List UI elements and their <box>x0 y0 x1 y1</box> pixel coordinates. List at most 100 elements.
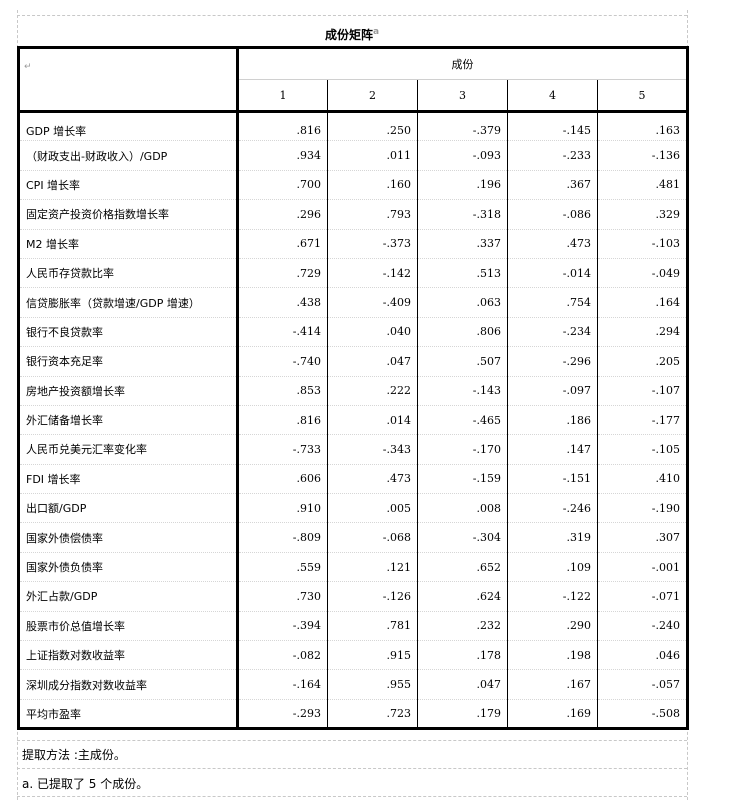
loading-cell: .700 <box>237 170 328 201</box>
column-header-5: 5 <box>597 79 688 113</box>
loading-cell: .955 <box>327 669 418 700</box>
loading-cell: .781 <box>327 611 418 642</box>
loading-cell: -.001 <box>597 552 688 583</box>
row-label: M2 增长率 <box>18 229 239 259</box>
loading-cell: .438 <box>237 287 328 318</box>
loading-cell: -.142 <box>327 258 418 289</box>
row-label: GDP 增长率 <box>18 111 239 142</box>
row-label: 银行资本充足率 <box>18 346 239 377</box>
row-label: 外汇储备增长率 <box>18 405 239 436</box>
loading-cell: .011 <box>327 140 418 171</box>
loading-cell: .723 <box>327 699 418 730</box>
column-header-2: 2 <box>327 79 418 113</box>
loading-cell: .473 <box>327 464 418 495</box>
loading-cell: -.373 <box>327 229 418 259</box>
row-label: 银行不良贷款率 <box>18 317 239 348</box>
header-blank-cell: ↵ <box>18 47 239 113</box>
table-row: 股票市价总值增长率 -.394.781.232.290 -.240 <box>18 611 688 642</box>
loading-cell: -.394 <box>237 611 328 642</box>
loading-cell: .853 <box>237 376 328 406</box>
loading-cell: .652 <box>417 552 508 583</box>
loading-cell: -.293 <box>237 699 328 730</box>
loading-cell: -.049 <box>597 258 688 289</box>
loading-cell: -.409 <box>327 287 418 318</box>
column-header-1: 1 <box>237 79 328 113</box>
row-label: 平均市盈率 <box>18 699 239 730</box>
loading-cell: .167 <box>507 669 598 700</box>
paragraph-mark: ↵ <box>24 62 32 72</box>
loading-cell: -.240 <box>597 611 688 642</box>
loading-cell: .290 <box>507 611 598 642</box>
loading-cell: -.068 <box>327 522 418 553</box>
loading-cell: .160 <box>327 170 418 201</box>
loading-cell: -.136 <box>597 140 688 171</box>
loading-cell: -.733 <box>237 434 328 465</box>
row-label: 外汇占款/GDP <box>18 581 239 612</box>
loading-cell: .178 <box>417 640 508 671</box>
loading-cell: -.093 <box>417 140 508 171</box>
row-label: 国家外债偿债率 <box>18 522 239 553</box>
loading-cell: -.103 <box>597 229 688 259</box>
title-footnote-mark: a <box>372 27 380 37</box>
loading-cell: .337 <box>417 229 508 259</box>
loading-cell: -.159 <box>417 464 508 495</box>
row-label: FDI 增长率 <box>18 464 239 495</box>
extracted-components-note: a. 已提取了 5 个成份。 <box>22 777 149 791</box>
loading-cell: .047 <box>327 346 418 377</box>
loading-cell: .047 <box>417 669 508 700</box>
table-row: 银行不良贷款率 -.414.040.806 -.234.294 <box>18 317 688 348</box>
table-row: 房地产投资额增长率 .853.222 -.143 -.097 -.107 <box>18 376 688 406</box>
loading-cell: -.177 <box>597 405 688 436</box>
loading-cell: .915 <box>327 640 418 671</box>
row-label: 固定资产投资价格指数增长率 <box>18 199 239 230</box>
loading-cell: .147 <box>507 434 598 465</box>
top-guide <box>17 15 687 16</box>
loading-cell: .910 <box>237 493 328 524</box>
note-guide-3 <box>17 796 687 797</box>
table-row: 外汇占款/GDP .730 -.126.624 -.122 -.071 <box>18 581 688 612</box>
loading-cell: .250 <box>327 111 418 142</box>
loading-cell: .063 <box>417 287 508 318</box>
loading-cell: -.057 <box>597 669 688 700</box>
loading-cell: -.296 <box>507 346 598 377</box>
loading-cell: .163 <box>597 111 688 142</box>
loading-cell: .307 <box>597 522 688 553</box>
row-label: 房地产投资额增长率 <box>18 376 239 406</box>
loading-cell: .729 <box>237 258 328 289</box>
loading-cell: -.343 <box>327 434 418 465</box>
loading-cell: .196 <box>417 170 508 201</box>
loading-cell: .179 <box>417 699 508 730</box>
loading-cell: .121 <box>327 552 418 583</box>
row-label: 国家外债负债率 <box>18 552 239 583</box>
loading-cell: .816 <box>237 111 328 142</box>
loading-cell: .319 <box>507 522 598 553</box>
table-row: 上证指数对数收益率 -.082.915.178.198.046 <box>18 640 688 671</box>
loading-cell: -.234 <box>507 317 598 348</box>
table-row: M2 增长率 .671 -.373.337.473 -.103 <box>18 229 688 259</box>
row-label: 人民币兑美元汇率变化率 <box>18 434 239 465</box>
loading-cell: -.508 <box>597 699 688 730</box>
loading-cell: .671 <box>237 229 328 259</box>
loading-cell: .205 <box>597 346 688 377</box>
loading-cell: .109 <box>507 552 598 583</box>
row-label: 人民币存贷款比率 <box>18 258 239 289</box>
extraction-method-note: 提取方法 :主成份。 <box>22 748 126 762</box>
loading-cell: -.082 <box>237 640 328 671</box>
loading-cell: .507 <box>417 346 508 377</box>
loading-cell: -.304 <box>417 522 508 553</box>
row-label: CPI 增长率 <box>18 170 239 201</box>
loading-cell: .294 <box>597 317 688 348</box>
loading-cell: -.170 <box>417 434 508 465</box>
row-label: 股票市价总值增长率 <box>18 611 239 642</box>
loading-cell: .513 <box>417 258 508 289</box>
column-header-4: 4 <box>507 79 598 113</box>
table-row: 人民币兑美元汇率变化率 -.733 -.343 -.170.147 -.105 <box>18 434 688 465</box>
loading-cell: .934 <box>237 140 328 171</box>
loading-cell: -.122 <box>507 581 598 612</box>
loading-cell: .606 <box>237 464 328 495</box>
column-header-3: 3 <box>417 79 508 113</box>
loading-cell: -.071 <box>597 581 688 612</box>
loading-cell: .806 <box>417 317 508 348</box>
loading-cell: -.465 <box>417 405 508 436</box>
